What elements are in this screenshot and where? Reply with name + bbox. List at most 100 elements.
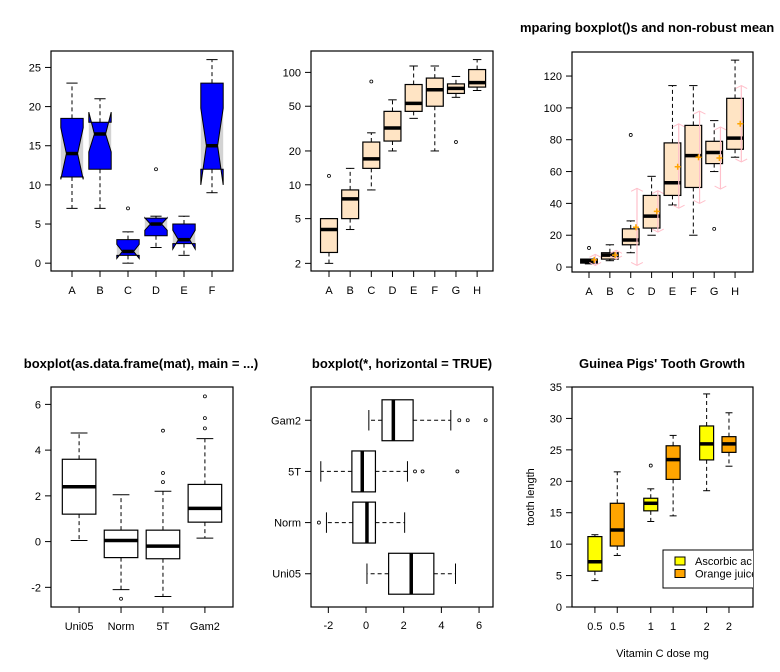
sd-cap-lower — [693, 199, 706, 204]
x-axis-label: Vitamin C dose mg — [616, 648, 709, 660]
y-tick-label: 5 — [35, 219, 41, 231]
outlier-point — [203, 416, 207, 421]
outlier-point — [203, 394, 207, 399]
y-tick-label: 120 — [544, 71, 562, 83]
box — [587, 535, 603, 572]
legend-label: Ascorbic ac — [695, 556, 752, 568]
mean-marker — [716, 155, 723, 162]
outlier-point — [126, 206, 130, 211]
legend-swatch — [674, 569, 686, 578]
x-tick-label: 2 — [704, 621, 710, 633]
box — [642, 194, 661, 229]
y-tick-label: 40 — [550, 198, 562, 210]
box — [468, 68, 487, 88]
panel-6: 0 5 10 15 20 25 30 35 0.5 0.5 1 1 2 2 Guinea Pigs' Too… — [525, 356, 754, 660]
outlier-point — [161, 480, 165, 485]
box — [187, 483, 223, 523]
chart-title: boxplot(as.data.frame(mat), main = ...) — [24, 356, 258, 371]
y-tick-label: 20 — [550, 476, 562, 488]
notched-box — [88, 111, 112, 170]
sd-cap-upper — [610, 249, 623, 254]
box — [103, 529, 139, 559]
x-tick-label: C — [124, 285, 132, 297]
y-tick-label: 35 — [550, 382, 562, 394]
y-tick-label: 0 — [35, 537, 41, 549]
x-tick-label: Norm — [108, 621, 135, 633]
sd-cap-upper — [735, 85, 748, 90]
sd-cap-upper — [693, 110, 706, 115]
y-tick-label: 0 — [556, 262, 562, 274]
notched-box — [116, 239, 140, 260]
y-tick-label: 10 — [550, 539, 562, 551]
x-tick-label: F — [209, 285, 216, 297]
y-tick-label: 30 — [550, 413, 562, 425]
sd-cap-lower — [651, 228, 664, 233]
x-tick-label: H — [731, 286, 739, 298]
y-tick-label: 5T — [288, 466, 301, 478]
x-tick-label: 0.5 — [587, 621, 602, 633]
box — [609, 502, 625, 547]
x-tick-label: 5T — [157, 621, 170, 633]
y-tick-label: 50 — [289, 101, 301, 113]
panel-2: 2 5 10 20 50 100 A B C D E F G H — [283, 50, 494, 297]
y-tick-label: Uni05 — [272, 569, 301, 581]
y-tick-label: 2 — [35, 491, 41, 503]
sd-cap-lower — [589, 262, 602, 267]
outlier-point — [413, 469, 417, 474]
y-tick-label: Gam2 — [271, 415, 301, 427]
sd-cap-upper — [589, 253, 602, 258]
mean-marker — [591, 256, 598, 263]
outlier-point — [628, 133, 633, 137]
y-tick-label: 5 — [295, 214, 301, 226]
outlier-point — [154, 167, 158, 172]
box — [665, 445, 681, 480]
x-tick-label: 1 — [670, 621, 676, 633]
x-tick-label: C — [627, 286, 635, 298]
mean-marker — [632, 224, 639, 231]
plot-area — [580, 59, 748, 267]
y-tick-label: 100 — [544, 103, 562, 115]
x-tick-label: E — [180, 285, 187, 297]
x-tick-label: B — [346, 285, 353, 297]
outlier-point — [454, 140, 458, 144]
y-tick-label: 20 — [550, 230, 562, 242]
box — [383, 110, 402, 142]
sd-cap-upper — [672, 123, 685, 128]
sd-cap-upper — [651, 190, 664, 195]
mean-marker — [737, 120, 744, 127]
x-tick-label: F — [690, 286, 697, 298]
y-tick-label: 60 — [550, 167, 562, 179]
x-tick-label: E — [669, 286, 676, 298]
x-tick-label: 2 — [401, 620, 407, 632]
box — [362, 141, 381, 169]
y-tick-label: 5 — [556, 571, 562, 583]
x-tick-label: B — [606, 286, 613, 298]
sd-cap-lower — [735, 158, 748, 163]
chart-title: boxplot(*, horizontal = TRUE) — [312, 356, 492, 371]
y-tick-label: 2 — [295, 258, 301, 270]
x-tick-label: 6 — [476, 620, 482, 632]
x-tick-label: A — [325, 285, 333, 297]
x-tick-label: D — [152, 285, 160, 297]
y-tick-label: Norm — [274, 518, 301, 530]
box — [381, 399, 414, 442]
x-tick-label: 0 — [363, 620, 369, 632]
panel-1: 0 5 10 15 20 25 A B C D E F — [29, 50, 234, 297]
y-tick-label: 15 — [550, 508, 562, 520]
sd-cap-upper — [630, 187, 644, 192]
y-tick-label: -2 — [31, 582, 41, 594]
y-tick-label: 0 — [35, 258, 41, 270]
box — [341, 189, 360, 220]
plot-frame — [571, 51, 754, 273]
y-tick-label: 100 — [283, 67, 301, 79]
x-tick-label: -2 — [323, 620, 333, 632]
mean-marker — [612, 252, 619, 259]
y-tick-label: 25 — [550, 445, 562, 457]
plot-frame — [50, 386, 234, 608]
x-tick-label: Gam2 — [190, 621, 220, 633]
box — [404, 83, 423, 112]
outlier-point — [712, 226, 717, 231]
x-tick-label: 4 — [438, 620, 444, 632]
